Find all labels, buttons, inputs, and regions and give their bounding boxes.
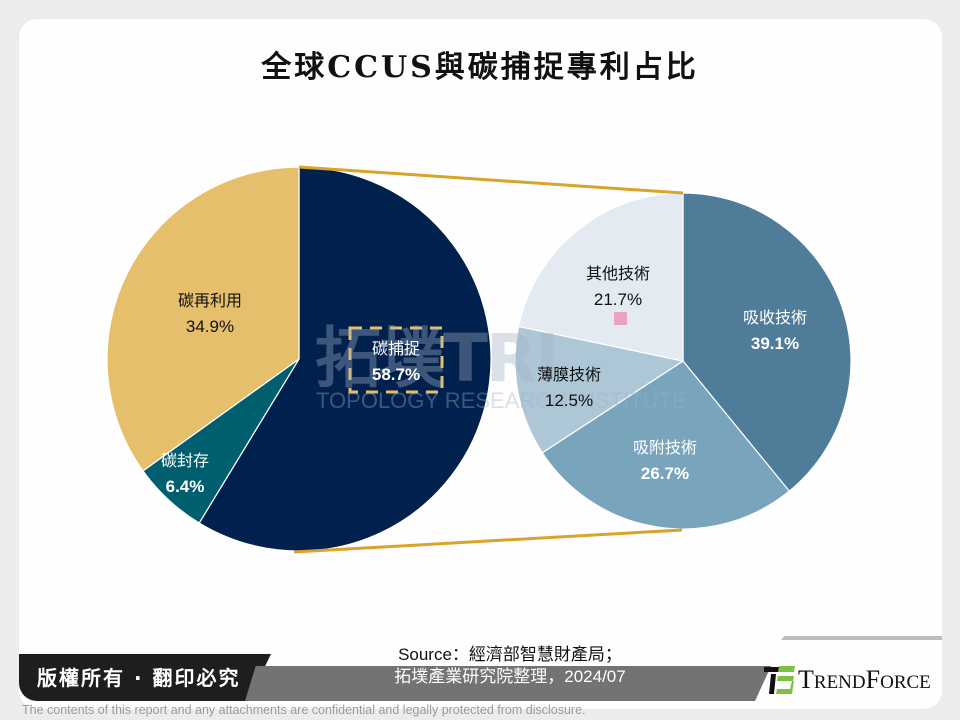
trendforce-wordmark: TRENDFORCE [798,665,931,695]
label-pct: 58.7% [371,365,421,384]
label-pct: 6.4% [165,477,205,496]
label-carbon-utilization: 碳再利用 34.9% [160,288,260,340]
brand-f: F [865,665,881,694]
pink-marker [614,312,627,325]
label-pct: 39.1% [750,334,800,353]
pie-slice [517,192,684,362]
label-name: 其他技術 [585,264,650,283]
label-membrane: 薄膜技術 12.5% [524,362,614,414]
label-name: 碳再利用 [177,291,242,310]
source-banner [245,666,780,701]
pie-slice [514,325,685,454]
label-name: 吸收技術 [742,308,807,327]
brand-t: T [798,665,814,694]
label-name: 薄膜技術 [536,365,601,384]
source-note: Source：經濟部智慧財產局； 拓墣產業研究院整理，2024/07 [260,644,760,688]
label-pct: 26.7% [640,464,690,483]
label-pct: 21.7% [593,290,643,309]
label-other: 其他技術 21.7% [573,261,663,313]
connector-line-top [298,165,684,195]
label-carbon-storage: 碳封存 6.4% [145,448,225,500]
source-line-1: Source：經濟部智慧財產局； [398,645,622,664]
highlight-dashed-box [348,326,444,394]
copyright-banner: 版權所有 · 翻印必究 [19,654,271,701]
watermark-logo: 拓墣TRI [315,320,559,397]
pie-carbon-capture [514,192,852,530]
chart-title: 全球CCUS與碳捕捉專利占比 [261,50,699,85]
label-carbon-capture: 碳捕捉 58.7% [344,336,448,388]
label-name: 吸附技術 [632,438,697,457]
label-adsorption: 吸附技術 26.7% [620,435,710,487]
watermark-text: TOPOLOGY RESEARCH INSTITUTE [316,388,687,413]
pie-slice [682,192,852,492]
pie-slice [541,360,791,530]
brand-orce: ORCE [880,672,931,693]
connector-line-bottom [293,528,683,554]
label-absorption: 吸收技術 39.1% [730,305,820,357]
copyright-text: 版權所有 · 翻印必究 [37,666,241,690]
brand-rend: REND [813,672,866,693]
trendforce-logo-icon [764,666,795,694]
pie-slice [106,166,300,472]
label-pct: 34.9% [185,317,235,336]
disclaimer-text: The contents of this report and any atta… [22,703,586,717]
brand-box-edge [781,636,942,640]
label-name: 碳捕捉 [371,339,420,358]
pie-ccus [106,166,492,552]
source-line-2: 拓墣產業研究院整理，2024/07 [394,667,626,686]
label-pct: 12.5% [544,391,594,410]
label-name: 碳封存 [160,451,209,470]
